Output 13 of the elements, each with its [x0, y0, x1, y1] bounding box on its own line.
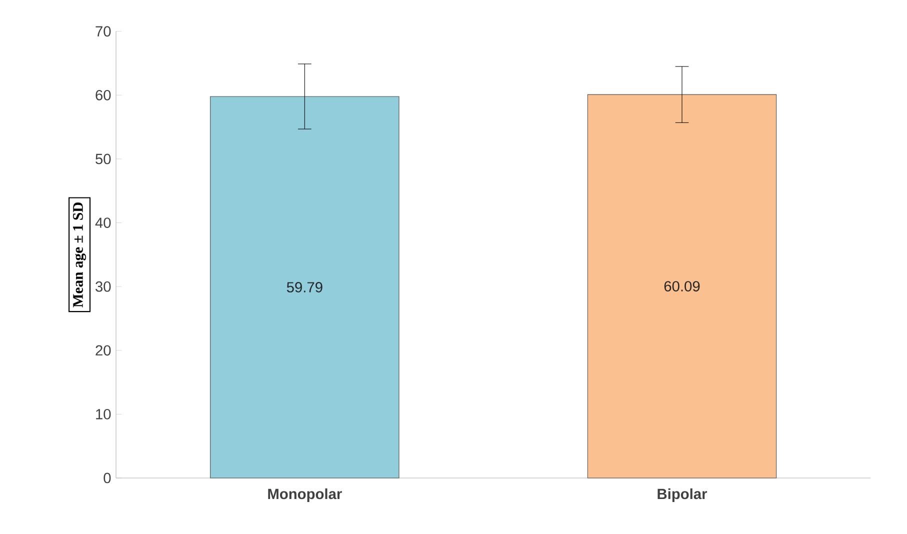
x-tick-label: Monopolar [268, 488, 342, 502]
data-label: 60.09 [664, 281, 700, 292]
y-tick-label: 10 [96, 409, 111, 420]
y-tick-label: 0 [104, 472, 111, 484]
y-tick-label: 20 [96, 345, 111, 356]
y-tick-label: 70 [96, 26, 111, 37]
y-tick-label: 50 [96, 154, 111, 164]
y-tick-label: 40 [95, 218, 111, 228]
x-tick-label: Bipolar [658, 488, 708, 502]
y-tick-label: 60 [96, 90, 111, 100]
y-tick-label: 30 [96, 281, 111, 292]
data-label: 59.79 [286, 282, 322, 292]
y-axis-title: Mean age ± 1 SD [73, 202, 86, 308]
